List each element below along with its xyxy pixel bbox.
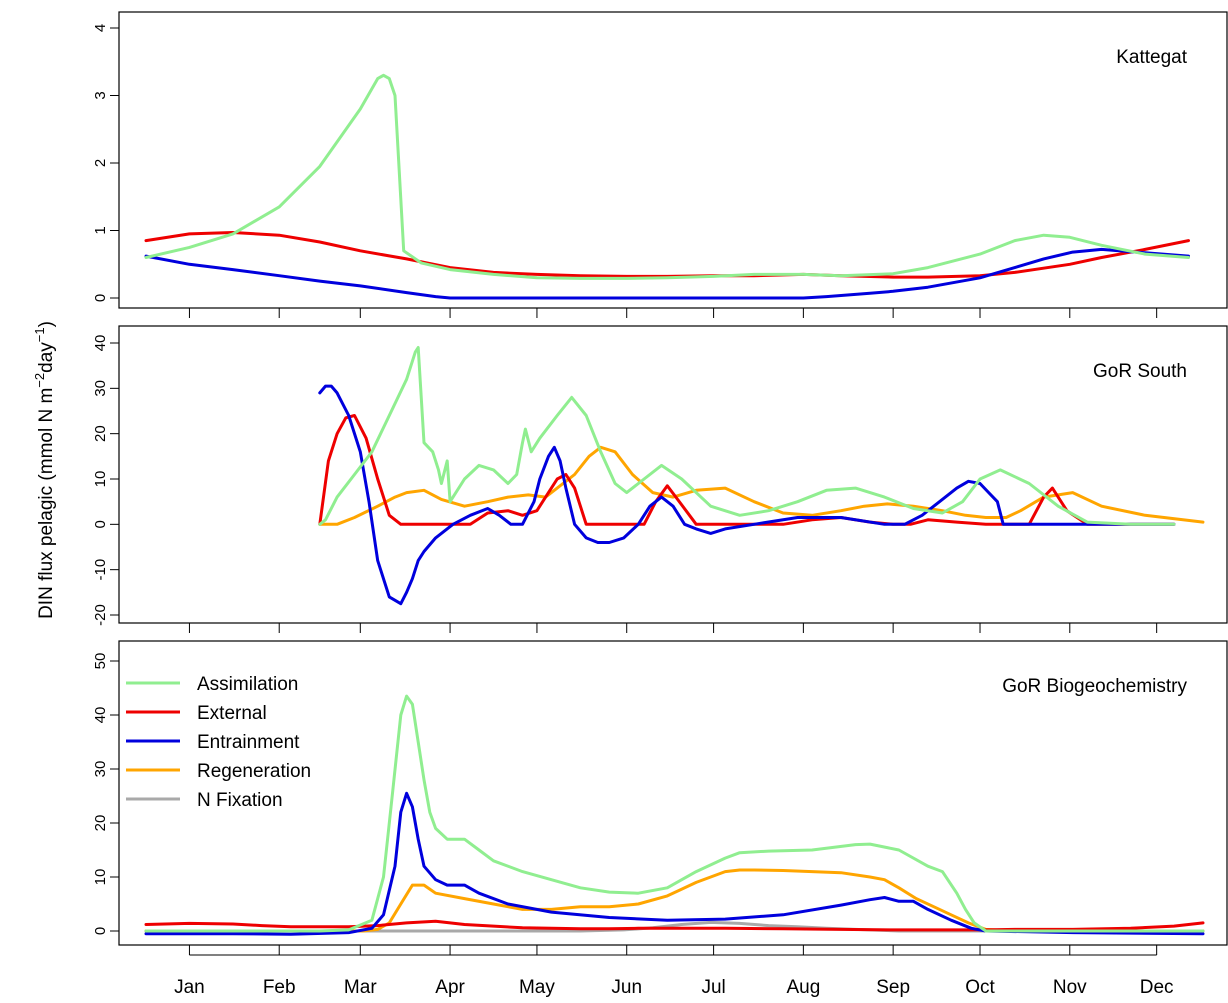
panel-0: 0 1 2 3 4 Kattegat xyxy=(92,11,1228,318)
series-line-external xyxy=(144,231,1190,279)
x-tick-label: Nov xyxy=(1053,977,1087,998)
panel-title: Kattegat xyxy=(1116,47,1187,68)
y-tick-label: 0 xyxy=(92,520,109,528)
y-tick-label: 30 xyxy=(92,380,109,397)
y-tick-label: 1 xyxy=(92,226,109,234)
x-tick-label: Jan xyxy=(174,977,205,998)
legend-label: N Fixation xyxy=(197,790,283,811)
panel-1: -20 -10 0 10 20 30 40 GoR South xyxy=(92,325,1228,633)
series-line-entrainment xyxy=(318,384,1176,606)
series-line-assimilation xyxy=(144,694,1205,933)
x-tick-label: May xyxy=(519,977,555,998)
y-tick-label: 10 xyxy=(92,471,109,488)
series-line-entrainment xyxy=(144,247,1190,300)
x-tick-label: Dec xyxy=(1140,977,1174,998)
x-tick-label: Jul xyxy=(701,977,725,998)
series-line-regeneration xyxy=(318,445,1205,526)
x-tick-label: Aug xyxy=(786,977,820,998)
panel-title: GoR South xyxy=(1093,361,1187,382)
series-line-entrainment xyxy=(144,791,1205,936)
y-tick-label: 4 xyxy=(92,24,109,32)
series-line-external xyxy=(318,414,1176,526)
y-tick-label: 40 xyxy=(92,335,109,352)
x-tick-label: Oct xyxy=(965,977,995,998)
y-axis-label-sup1: −2 xyxy=(32,373,47,388)
series-line-regeneration xyxy=(144,868,1205,933)
y-tick-label: 20 xyxy=(92,815,109,832)
y-axis-label-sup2: −1 xyxy=(32,327,47,342)
plot-frame xyxy=(118,325,1228,624)
series-line-assimilation xyxy=(144,73,1190,280)
series-line-assimilation xyxy=(318,346,1176,526)
x-tick-label: Mar xyxy=(344,977,377,998)
x-tick-label: Jun xyxy=(611,977,642,998)
plot-frame xyxy=(118,640,1228,946)
y-tick-label: 10 xyxy=(92,869,109,886)
x-tick-label: Apr xyxy=(435,977,465,998)
plot-frame xyxy=(118,11,1228,309)
panel-title: GoR Biogeochemistry xyxy=(1002,676,1187,697)
y-tick-label: -20 xyxy=(92,604,109,626)
y-tick-label: 30 xyxy=(92,761,109,778)
y-axis-label-end: ) xyxy=(36,321,57,327)
y-tick-label: 0 xyxy=(92,294,109,302)
y-tick-label: 20 xyxy=(92,425,109,442)
y-axis-label-main: DIN flux pelagic (mmol N m xyxy=(36,388,57,619)
panel-2: 0 10 20 30 40 50 Jan Feb Mar Apr May Jun Jul Aug Sep Oc… xyxy=(92,640,1228,998)
legend-label: Entrainment xyxy=(197,732,300,753)
x-tick-label: Feb xyxy=(263,977,296,998)
y-tick-label: 0 xyxy=(92,927,109,935)
legend-label: External xyxy=(197,703,267,724)
y-tick-label: -10 xyxy=(92,559,109,581)
y-tick-label: 2 xyxy=(92,159,109,167)
y-tick-label: 50 xyxy=(92,653,109,670)
y-tick-label: 40 xyxy=(92,707,109,724)
legend-label: Assimilation xyxy=(197,674,298,695)
legend-label: Regeneration xyxy=(197,761,311,782)
legend: Assimilation External Entrainment Regenerat… xyxy=(126,674,311,811)
y-axis-label: DIN flux pelagic (mmol N m−2day−1) xyxy=(32,321,57,619)
y-tick-label: 3 xyxy=(92,91,109,99)
y-axis-label-mid: day xyxy=(36,342,57,373)
x-tick-label: Sep xyxy=(876,977,910,998)
